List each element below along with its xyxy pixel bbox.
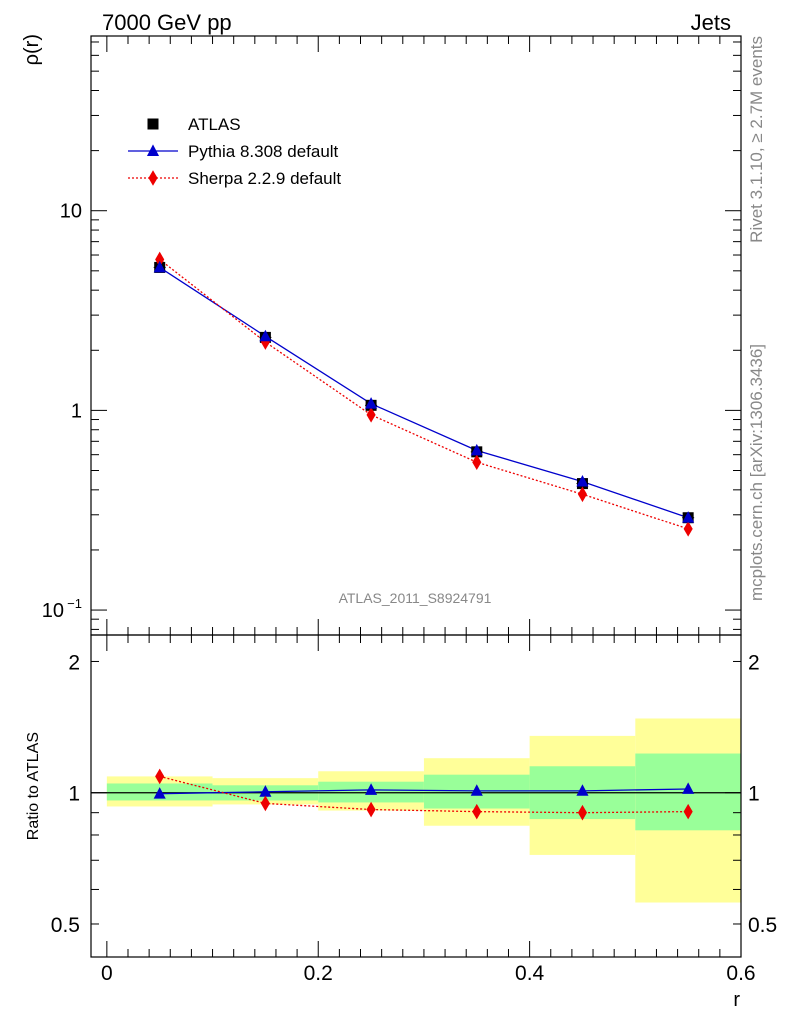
- ratio-y-tick-label: 1: [68, 783, 80, 806]
- ratio-y-tick-label-right: 0.5: [748, 914, 777, 937]
- ratio-data-point: [682, 782, 695, 794]
- data-point: [260, 334, 270, 350]
- data-point: [366, 407, 376, 423]
- ratio-data-point: [577, 804, 588, 821]
- data-point: [576, 474, 589, 487]
- data-point: [577, 486, 588, 503]
- data-point: [155, 251, 165, 268]
- source-label: mcplots.cern.ch [arXiv:1306.3436]: [747, 344, 766, 601]
- y-tick-label: 10: [60, 201, 82, 223]
- data-point: [153, 260, 166, 273]
- legend-label: Pythia 8.308 default: [188, 142, 339, 161]
- x-tick-label: 0.6: [726, 962, 755, 985]
- ratio-data-point: [576, 784, 589, 796]
- y-tick-label-exponent: −1: [67, 596, 82, 611]
- ratio-y-tick-label: 0.5: [51, 914, 80, 937]
- ratio-data-point: [366, 801, 376, 818]
- legend-label: Sherpa 2.2.9 default: [188, 169, 341, 188]
- x-tick-label: 0.4: [515, 962, 545, 985]
- series-line: [159, 258, 689, 530]
- data-point: [472, 454, 482, 471]
- ratio-panel: 0.5 0.5 1 1 2 2 0 0.2 0.4 0.6: [51, 634, 777, 985]
- ratio-y-tick-label: 2: [68, 651, 80, 674]
- ratio-data-point: [153, 787, 166, 799]
- ratio-data-point: [683, 803, 693, 820]
- ratio-series-line: [159, 788, 689, 795]
- ratio-data-point: [365, 783, 378, 795]
- ratio-data-point: [259, 785, 272, 797]
- ratio-data-point: [155, 768, 165, 785]
- header-right: Jets: [691, 10, 731, 35]
- legend-label: ATLAS: [188, 115, 241, 134]
- data-point: [682, 511, 695, 523]
- ratio-data-point: [472, 803, 482, 820]
- ratio-frame: [90, 634, 742, 958]
- main-y-label: ρ(r): [21, 34, 43, 65]
- data-point: [683, 521, 693, 537]
- x-tick-label: 0: [101, 962, 113, 985]
- analysis-watermark: ATLAS_2011_S8924791: [339, 590, 492, 606]
- ratio-y-tick-label-right: 1: [748, 783, 760, 806]
- legend-marker: [148, 170, 158, 186]
- legend-marker: [147, 118, 159, 130]
- data-point: [259, 329, 272, 342]
- legend: ATLAS Pythia 8.308 default Sherpa 2.2.9 de…: [128, 115, 341, 188]
- legend-marker: [146, 144, 160, 156]
- ratio-data-point: [260, 795, 270, 812]
- y-tick-label: 1: [71, 400, 82, 422]
- ratio-data-point: [470, 784, 483, 796]
- y-tick-label: 10: [42, 600, 64, 622]
- x-axis-label: r: [733, 989, 740, 1011]
- data-point: [470, 443, 483, 456]
- data-point: [365, 397, 378, 409]
- rivet-label: Rivet 3.1.10, ≥ 2.7M events: [747, 36, 766, 243]
- ratio-y-tick-label-right: 2: [748, 651, 760, 674]
- ratio-y-label: Ratio to ATLAS: [25, 732, 42, 840]
- x-tick-label: 0.2: [304, 962, 333, 985]
- header-left: 7000 GeV pp: [102, 10, 232, 35]
- series-line: [159, 266, 689, 519]
